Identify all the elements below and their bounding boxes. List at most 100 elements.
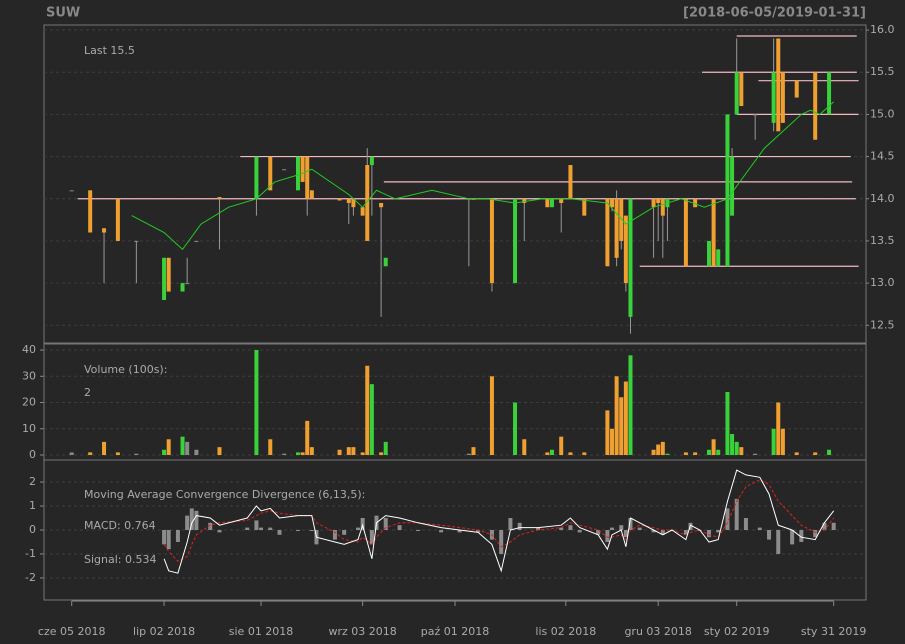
candle-body bbox=[369, 156, 374, 166]
y-tick-label: 20 bbox=[22, 396, 36, 409]
signal-value: Signal: 0.534 bbox=[84, 553, 156, 566]
volume-bar bbox=[337, 449, 342, 456]
candle-body bbox=[88, 190, 93, 233]
volume-bar bbox=[623, 381, 628, 456]
histogram-bar bbox=[277, 530, 282, 535]
volume-bar bbox=[180, 436, 185, 456]
volume-bar bbox=[194, 449, 199, 456]
volume-bar bbox=[360, 452, 365, 456]
candle-body bbox=[568, 165, 573, 199]
candle-body bbox=[295, 156, 300, 191]
volume-bar bbox=[753, 453, 758, 456]
volume-bar bbox=[559, 436, 564, 456]
y-tick-label: 13.0 bbox=[870, 276, 895, 289]
candle-body bbox=[162, 257, 167, 300]
volume-bar bbox=[471, 447, 476, 456]
candle-body bbox=[337, 198, 342, 201]
volume-bar bbox=[610, 428, 615, 456]
candle-body bbox=[489, 198, 494, 284]
histogram-bar bbox=[383, 518, 388, 530]
volume-bar bbox=[69, 452, 74, 456]
volume-bar bbox=[369, 384, 374, 456]
candle-body bbox=[360, 207, 365, 216]
histogram-bar bbox=[757, 527, 762, 530]
histogram-bar bbox=[637, 527, 642, 530]
volume-bar bbox=[568, 452, 573, 456]
volume-bar bbox=[166, 439, 171, 456]
last-volume: 2 bbox=[84, 386, 91, 399]
histogram-bar bbox=[559, 527, 564, 530]
volume-bar bbox=[628, 355, 633, 456]
volume-bar bbox=[379, 452, 384, 456]
candle-body bbox=[734, 72, 739, 115]
volume-bar bbox=[102, 441, 107, 456]
candle-body bbox=[549, 198, 554, 208]
volume-bar bbox=[295, 452, 300, 456]
histogram-bar bbox=[799, 530, 804, 542]
histogram-bar bbox=[342, 530, 347, 535]
histogram-bar bbox=[309, 530, 314, 531]
candle-body bbox=[217, 197, 222, 199]
signal-line bbox=[163, 479, 835, 562]
x-tick-label: sty 31 2019 bbox=[801, 625, 867, 638]
macd-line bbox=[163, 469, 835, 574]
y-tick-label: -1 bbox=[25, 547, 36, 560]
volume-bar bbox=[217, 447, 222, 456]
volume-bar bbox=[693, 452, 698, 456]
y-tick-label: 16.0 bbox=[870, 23, 895, 36]
volume-bar bbox=[383, 441, 388, 456]
histogram-bar bbox=[822, 522, 827, 530]
candle-body bbox=[351, 198, 356, 208]
histogram-bar bbox=[790, 530, 795, 545]
histogram-bar bbox=[651, 530, 656, 533]
volume-bar bbox=[162, 449, 167, 456]
y-tick-label: 15.5 bbox=[870, 65, 895, 78]
histogram-bar bbox=[416, 530, 421, 531]
y-tick-label: -2 bbox=[25, 571, 36, 584]
histogram-bar bbox=[259, 527, 264, 530]
histogram-bar bbox=[194, 510, 199, 530]
volume-bar bbox=[651, 449, 656, 456]
volume-bar bbox=[619, 397, 624, 456]
candle-body bbox=[522, 198, 527, 203]
volume-bar bbox=[665, 453, 670, 456]
histogram-bar bbox=[683, 530, 688, 535]
volume-bar bbox=[545, 452, 550, 456]
y-tick-label: 12.5 bbox=[870, 318, 895, 331]
histogram-bar bbox=[776, 530, 781, 554]
histogram-bar bbox=[628, 518, 633, 530]
y-tick-label: 10 bbox=[22, 422, 36, 435]
histogram-bar bbox=[397, 525, 402, 530]
volume-bar bbox=[522, 439, 527, 456]
histogram-bar bbox=[743, 518, 748, 530]
y-tick-label: 40 bbox=[22, 343, 36, 356]
y-tick-label: 13.5 bbox=[870, 234, 895, 247]
candle-body bbox=[623, 215, 628, 284]
volume-bar bbox=[309, 447, 314, 456]
histogram-bar bbox=[476, 530, 481, 533]
volume-bar bbox=[734, 441, 739, 456]
candle-body bbox=[813, 72, 818, 140]
volume-bar bbox=[549, 449, 554, 456]
histogram-bar bbox=[605, 530, 610, 542]
y-tick-label: 1 bbox=[29, 499, 36, 512]
volume-bar bbox=[582, 452, 587, 456]
histogram-bar bbox=[734, 498, 739, 530]
candle-body bbox=[185, 283, 190, 285]
y-tick-label: 14.5 bbox=[870, 150, 895, 163]
candle-body bbox=[725, 114, 730, 267]
x-tick-label: sty 02 2019 bbox=[704, 625, 770, 638]
date-range: [2018-06-05/2019-01-31] bbox=[683, 6, 866, 21]
candle-body bbox=[614, 198, 619, 258]
macd-value: MACD: 0.764 bbox=[84, 519, 156, 532]
histogram-bar bbox=[610, 527, 615, 530]
candle-body bbox=[379, 202, 384, 208]
histogram-bar bbox=[254, 520, 259, 530]
candle-body bbox=[134, 240, 139, 242]
volume-bar bbox=[683, 452, 688, 456]
x-tick-label: gru 03 2018 bbox=[624, 625, 691, 638]
histogram-bar bbox=[166, 530, 171, 550]
x-tick-label: sie 01 2018 bbox=[229, 625, 294, 638]
histogram-bar bbox=[439, 530, 444, 533]
y-tick-label: 30 bbox=[22, 369, 36, 382]
